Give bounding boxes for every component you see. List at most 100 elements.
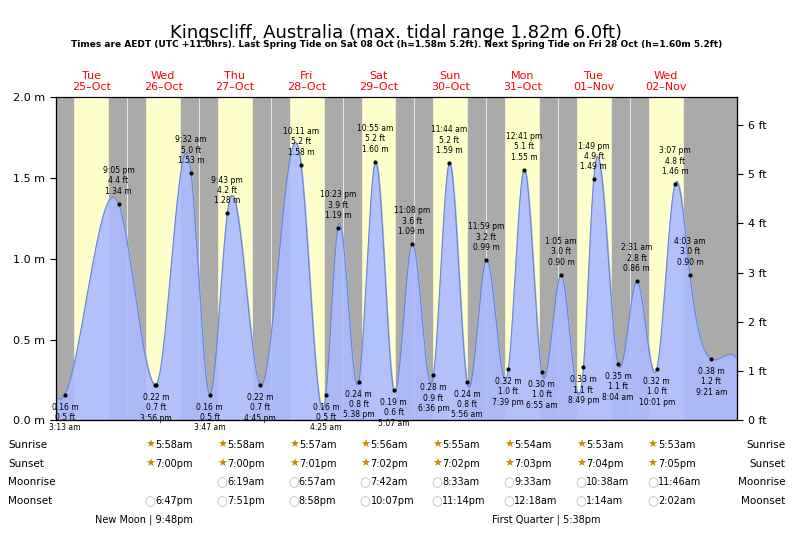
Text: 7:42am: 7:42am (370, 478, 408, 487)
Text: ★: ★ (289, 440, 299, 450)
Text: 1:05 am
3.0 ft
0.90 m: 1:05 am 3.0 ft 0.90 m (546, 237, 577, 267)
Bar (181, 97, 217, 420)
Text: Times are AEDT (UTC +11.0hrs). Last Spring Tide on Sat 08 Oct (h=1.58m 5.2ft). N: Times are AEDT (UTC +11.0hrs). Last Spri… (71, 40, 722, 50)
Text: ○: ○ (575, 476, 586, 489)
Text: ○: ○ (288, 476, 299, 489)
Text: 9:33am: 9:33am (514, 478, 551, 487)
Text: ★: ★ (145, 440, 155, 450)
Text: ★: ★ (432, 459, 442, 468)
Text: ○: ○ (647, 495, 657, 508)
Text: 5:55am: 5:55am (442, 440, 480, 450)
Text: 1:14am: 1:14am (586, 496, 623, 506)
Bar (109, 97, 145, 420)
Bar (396, 97, 432, 420)
Text: ★: ★ (361, 440, 370, 450)
Bar (56, 97, 74, 420)
Text: ★: ★ (432, 440, 442, 450)
Bar (684, 97, 737, 420)
Text: 11:59 pm
3.2 ft
0.99 m: 11:59 pm 3.2 ft 0.99 m (468, 223, 504, 252)
Bar (540, 97, 576, 420)
Text: 10:11 am
5.2 ft
1.58 m: 10:11 am 5.2 ft 1.58 m (283, 127, 319, 157)
Text: 0.30 m
1.0 ft
6:55 am: 0.30 m 1.0 ft 6:55 am (526, 380, 557, 410)
Text: New Moon | 9:48pm: New Moon | 9:48pm (95, 515, 193, 526)
Text: 2:31 am
2.8 ft
0.86 m: 2:31 am 2.8 ft 0.86 m (621, 244, 653, 273)
Text: 11:14pm: 11:14pm (442, 496, 486, 506)
Text: 0.33 m
1.1 ft
8:49 pm: 0.33 m 1.1 ft 8:49 pm (568, 375, 600, 405)
Text: 0.16 m
0.5 ft
3:13 am: 0.16 m 0.5 ft 3:13 am (49, 403, 81, 432)
Text: 10:38am: 10:38am (586, 478, 629, 487)
Text: 6:19am: 6:19am (227, 478, 264, 487)
Text: 6:47pm: 6:47pm (155, 496, 193, 506)
Text: ★: ★ (576, 459, 586, 468)
Text: 5:53am: 5:53am (586, 440, 623, 450)
Text: 7:03pm: 7:03pm (514, 459, 552, 468)
Text: 7:01pm: 7:01pm (299, 459, 336, 468)
Text: 10:07pm: 10:07pm (370, 496, 414, 506)
Text: 7:04pm: 7:04pm (586, 459, 623, 468)
Text: 8:58pm: 8:58pm (299, 496, 336, 506)
Text: 0.16 m
0.5 ft
4:25 am: 0.16 m 0.5 ft 4:25 am (310, 403, 342, 432)
Text: 0.16 m
0.5 ft
3:47 am: 0.16 m 0.5 ft 3:47 am (194, 403, 225, 432)
Text: ★: ★ (361, 459, 370, 468)
Text: 3:07 pm
4.8 ft
1.46 m: 3:07 pm 4.8 ft 1.46 m (659, 147, 691, 176)
Text: ★: ★ (648, 459, 657, 468)
Text: ★: ★ (145, 459, 155, 468)
Text: Sunset: Sunset (749, 459, 785, 468)
Text: Kingscliff, Australia (max. tidal range 1.82m 6.0ft): Kingscliff, Australia (max. tidal range … (170, 24, 623, 42)
Text: Sunrise: Sunrise (8, 440, 47, 450)
Text: 10:23 pm
3.9 ft
1.19 m: 10:23 pm 3.9 ft 1.19 m (320, 190, 356, 220)
Bar (469, 97, 504, 420)
Text: 7:02pm: 7:02pm (442, 459, 480, 468)
Text: 11:08 pm
3.6 ft
1.09 m: 11:08 pm 3.6 ft 1.09 m (393, 206, 430, 236)
Text: 5:58am: 5:58am (155, 440, 193, 450)
Text: Moonset: Moonset (741, 496, 785, 506)
Text: 0.24 m
0.8 ft
5:38 pm: 0.24 m 0.8 ft 5:38 pm (343, 390, 374, 419)
Text: Sunset: Sunset (8, 459, 44, 468)
Text: 0.19 m
0.6 ft
5:07 am: 0.19 m 0.6 ft 5:07 am (377, 398, 409, 427)
Text: Moonrise: Moonrise (8, 478, 56, 487)
Text: ○: ○ (504, 495, 514, 508)
Text: ★: ★ (504, 459, 514, 468)
Text: ○: ○ (647, 476, 657, 489)
Text: 12:18am: 12:18am (514, 496, 557, 506)
Text: ○: ○ (360, 476, 370, 489)
Text: ★: ★ (217, 459, 227, 468)
Text: 7:05pm: 7:05pm (657, 459, 695, 468)
Text: 5:57am: 5:57am (299, 440, 336, 450)
Text: 7:51pm: 7:51pm (227, 496, 265, 506)
Text: 9:05 pm
4.4 ft
1.34 m: 9:05 pm 4.4 ft 1.34 m (102, 166, 135, 196)
Text: 0.35 m
1.1 ft
8:04 am: 0.35 m 1.1 ft 8:04 am (603, 372, 634, 402)
Text: ★: ★ (217, 440, 227, 450)
Text: 1:49 pm
4.9 ft
1.49 m: 1:49 pm 4.9 ft 1.49 m (578, 142, 610, 171)
Text: 8:33am: 8:33am (442, 478, 480, 487)
Text: 0.28 m
0.9 ft
6:36 pm: 0.28 m 0.9 ft 6:36 pm (418, 383, 450, 413)
Text: 12:41 pm
5.1 ft
1.55 m: 12:41 pm 5.1 ft 1.55 m (506, 132, 542, 162)
Text: ○: ○ (575, 495, 586, 508)
Text: 9:32 am
5.0 ft
1.53 m: 9:32 am 5.0 ft 1.53 m (175, 135, 207, 165)
Text: 11:44 am
5.2 ft
1.59 m: 11:44 am 5.2 ft 1.59 m (431, 126, 467, 155)
Text: ○: ○ (431, 476, 442, 489)
Text: 5:56am: 5:56am (370, 440, 408, 450)
Text: 0.32 m
1.0 ft
10:01 pm: 0.32 m 1.0 ft 10:01 pm (638, 377, 675, 406)
Text: ○: ○ (144, 495, 155, 508)
Text: 7:00pm: 7:00pm (227, 459, 265, 468)
Text: 0.32 m
1.0 ft
7:39 pm: 0.32 m 1.0 ft 7:39 pm (492, 377, 524, 406)
Text: ★: ★ (576, 440, 586, 450)
Text: 5:58am: 5:58am (227, 440, 264, 450)
Text: ○: ○ (216, 495, 227, 508)
Text: ★: ★ (648, 440, 657, 450)
Bar (324, 97, 361, 420)
Text: ★: ★ (289, 459, 299, 468)
Text: 7:02pm: 7:02pm (370, 459, 408, 468)
Text: First Quarter | 5:38pm: First Quarter | 5:38pm (492, 515, 600, 526)
Text: 0.22 m
0.7 ft
3:56 pm: 0.22 m 0.7 ft 3:56 pm (140, 393, 171, 423)
Text: ○: ○ (504, 476, 514, 489)
Text: 11:46am: 11:46am (657, 478, 701, 487)
Text: 5:54am: 5:54am (514, 440, 552, 450)
Text: Moonrise: Moonrise (737, 478, 785, 487)
Text: 4:03 am
3.0 ft
0.90 m: 4:03 am 3.0 ft 0.90 m (674, 237, 706, 267)
Text: ○: ○ (431, 495, 442, 508)
Text: 10:55 am
5.2 ft
1.60 m: 10:55 am 5.2 ft 1.60 m (357, 124, 393, 154)
Text: ★: ★ (504, 440, 514, 450)
Text: 0.22 m
0.7 ft
4:45 pm: 0.22 m 0.7 ft 4:45 pm (244, 393, 276, 423)
